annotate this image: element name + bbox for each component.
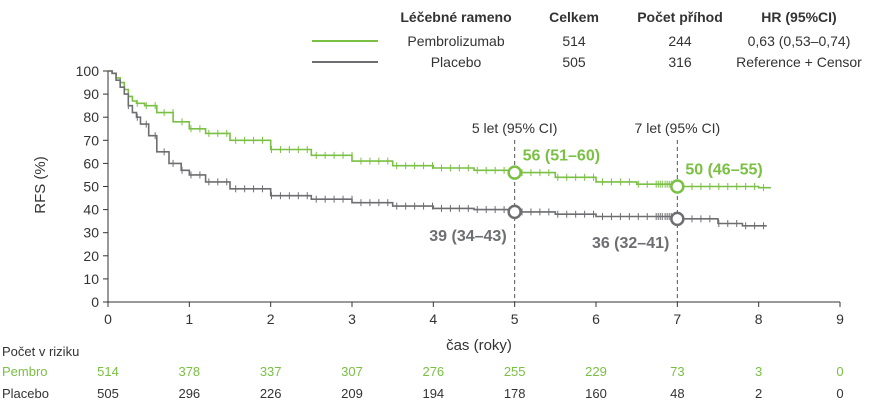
risk-value: 2 bbox=[755, 386, 762, 401]
x-ticks: 0 1 2 3 4 5 6 7 8 9 bbox=[104, 302, 844, 327]
risk-value: 505 bbox=[97, 386, 119, 401]
risk-value: 160 bbox=[585, 386, 607, 401]
risk-value: 276 bbox=[422, 364, 444, 379]
legend-arm-pembro: Pembrolizumab bbox=[407, 33, 504, 49]
risk-value: 48 bbox=[670, 386, 684, 401]
x-tick-label: 0 bbox=[104, 311, 112, 327]
legend-hr-pembro: 0,63 (0,53–0,74) bbox=[748, 33, 851, 49]
legend-total-placebo: 505 bbox=[562, 54, 586, 70]
risk-value: 296 bbox=[178, 386, 200, 401]
x-tick-label: 4 bbox=[429, 311, 437, 327]
risk-value: 378 bbox=[178, 364, 200, 379]
survival-curves bbox=[108, 70, 771, 230]
risk-table: Počet v riziku Pembro Placebo 514 378 337 3… bbox=[2, 344, 844, 401]
x-axis-label: čas (roky) bbox=[446, 337, 512, 354]
y-tick-label: 90 bbox=[83, 86, 99, 102]
risk-value: 194 bbox=[422, 386, 444, 401]
risk-value: 178 bbox=[504, 386, 526, 401]
risk-value: 0 bbox=[836, 386, 843, 401]
x-tick-label: 5 bbox=[511, 311, 519, 327]
y-axis-label: RFS (%) bbox=[32, 156, 49, 214]
legend-header-hr: HR (95%CI) bbox=[761, 9, 836, 25]
risk-value: 3 bbox=[755, 364, 762, 379]
legend-arm-placebo: Placebo bbox=[431, 54, 482, 70]
series-line-pembro bbox=[108, 70, 771, 189]
landmark-point bbox=[670, 211, 685, 227]
landmark-label: 39 (34–43) bbox=[429, 228, 506, 245]
risk-row-label-placebo: Placebo bbox=[2, 386, 49, 401]
legend-events-placebo: 316 bbox=[668, 54, 692, 70]
y-tick-label: 0 bbox=[91, 294, 99, 310]
y-tick-label: 30 bbox=[83, 225, 99, 241]
x-tick-label: 1 bbox=[185, 311, 193, 327]
risk-value: 0 bbox=[836, 364, 843, 379]
x-tick-label: 7 bbox=[673, 311, 681, 327]
x-tick-label: 6 bbox=[592, 311, 600, 327]
annotation-label: 7 let (95% CI) bbox=[635, 120, 721, 136]
risk-values: 514 378 337 307 276 255 229 73 3 0 505 296 226 209 194… bbox=[97, 364, 843, 401]
landmark-point bbox=[507, 204, 522, 220]
legend-events-pembro: 244 bbox=[668, 33, 692, 49]
x-tick-label: 3 bbox=[348, 311, 356, 327]
landmark-label: 56 (51–60) bbox=[523, 148, 600, 165]
risk-table-title: Počet v riziku bbox=[2, 344, 79, 359]
risk-value: 226 bbox=[260, 386, 282, 401]
landmark-point bbox=[507, 165, 522, 180]
legend: Léčebné rameno Celkem Počet příhod HR (9… bbox=[312, 9, 862, 70]
y-tick-label: 20 bbox=[83, 248, 99, 264]
x-tick-label: 2 bbox=[267, 311, 275, 327]
y-tick-label: 100 bbox=[76, 63, 100, 79]
risk-value: 229 bbox=[585, 364, 607, 379]
legend-header-total: Celkem bbox=[549, 9, 599, 25]
x-tick-label: 9 bbox=[836, 311, 844, 327]
risk-value: 73 bbox=[670, 364, 684, 379]
annotation-label: 5 let (95% CI) bbox=[472, 120, 558, 136]
risk-value: 337 bbox=[260, 364, 282, 379]
legend-hr-placebo: Reference + Censor bbox=[736, 54, 862, 70]
legend-total-pembro: 514 bbox=[562, 33, 586, 49]
series-line-placebo bbox=[108, 70, 767, 227]
landmark-label: 36 (32–41) bbox=[592, 235, 669, 252]
landmark-point bbox=[670, 179, 685, 194]
risk-value: 307 bbox=[341, 364, 363, 379]
legend-header-arm: Léčebné rameno bbox=[400, 9, 511, 25]
y-tick-label: 40 bbox=[83, 202, 99, 218]
x-tick-label: 8 bbox=[755, 311, 763, 327]
landmark-points: 56 (51–60) 50 (46–55) 39 (34–43) 36 (32–41) bbox=[429, 148, 762, 252]
y-ticks: 0 10 20 30 40 50 60 70 80 90 100 bbox=[76, 63, 108, 310]
risk-row-label-pembro: Pembro bbox=[2, 364, 48, 379]
y-tick-label: 60 bbox=[83, 155, 99, 171]
y-tick-label: 80 bbox=[83, 109, 99, 125]
risk-value: 209 bbox=[341, 386, 363, 401]
legend-header-events: Počet příhod bbox=[637, 9, 723, 25]
y-tick-label: 10 bbox=[83, 271, 99, 287]
risk-value: 514 bbox=[97, 364, 119, 379]
y-tick-label: 70 bbox=[83, 132, 99, 148]
y-tick-label: 50 bbox=[83, 179, 99, 195]
risk-value: 255 bbox=[504, 364, 526, 379]
landmark-label: 50 (46–55) bbox=[685, 162, 762, 179]
time-annotations: 5 let (95% CI) 7 let (95% CI) bbox=[472, 120, 720, 302]
